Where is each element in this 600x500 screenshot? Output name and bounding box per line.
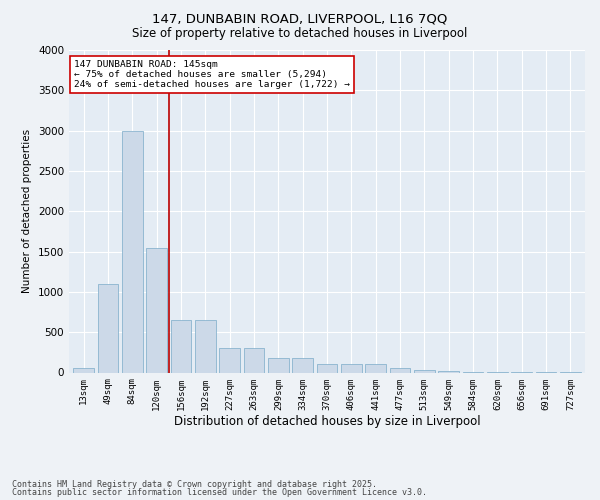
Bar — [292, 358, 313, 372]
Text: Size of property relative to detached houses in Liverpool: Size of property relative to detached ho… — [133, 28, 467, 40]
Bar — [98, 284, 118, 372]
Bar — [268, 358, 289, 372]
Bar — [244, 348, 265, 372]
Bar — [219, 348, 240, 372]
Bar — [170, 320, 191, 372]
Bar — [414, 370, 435, 372]
Bar — [365, 364, 386, 372]
Bar — [195, 320, 215, 372]
Bar — [439, 371, 459, 372]
Bar — [146, 248, 167, 372]
Bar — [73, 368, 94, 372]
Text: Contains HM Land Registry data © Crown copyright and database right 2025.: Contains HM Land Registry data © Crown c… — [12, 480, 377, 489]
Text: 147, DUNBABIN ROAD, LIVERPOOL, L16 7QQ: 147, DUNBABIN ROAD, LIVERPOOL, L16 7QQ — [152, 12, 448, 26]
Text: 147 DUNBABIN ROAD: 145sqm
← 75% of detached houses are smaller (5,294)
24% of se: 147 DUNBABIN ROAD: 145sqm ← 75% of detac… — [74, 60, 350, 90]
Bar — [122, 130, 143, 372]
Bar — [389, 368, 410, 372]
Bar — [341, 364, 362, 372]
Y-axis label: Number of detached properties: Number of detached properties — [22, 129, 32, 294]
X-axis label: Distribution of detached houses by size in Liverpool: Distribution of detached houses by size … — [173, 415, 481, 428]
Text: Contains public sector information licensed under the Open Government Licence v3: Contains public sector information licen… — [12, 488, 427, 497]
Bar — [317, 364, 337, 372]
